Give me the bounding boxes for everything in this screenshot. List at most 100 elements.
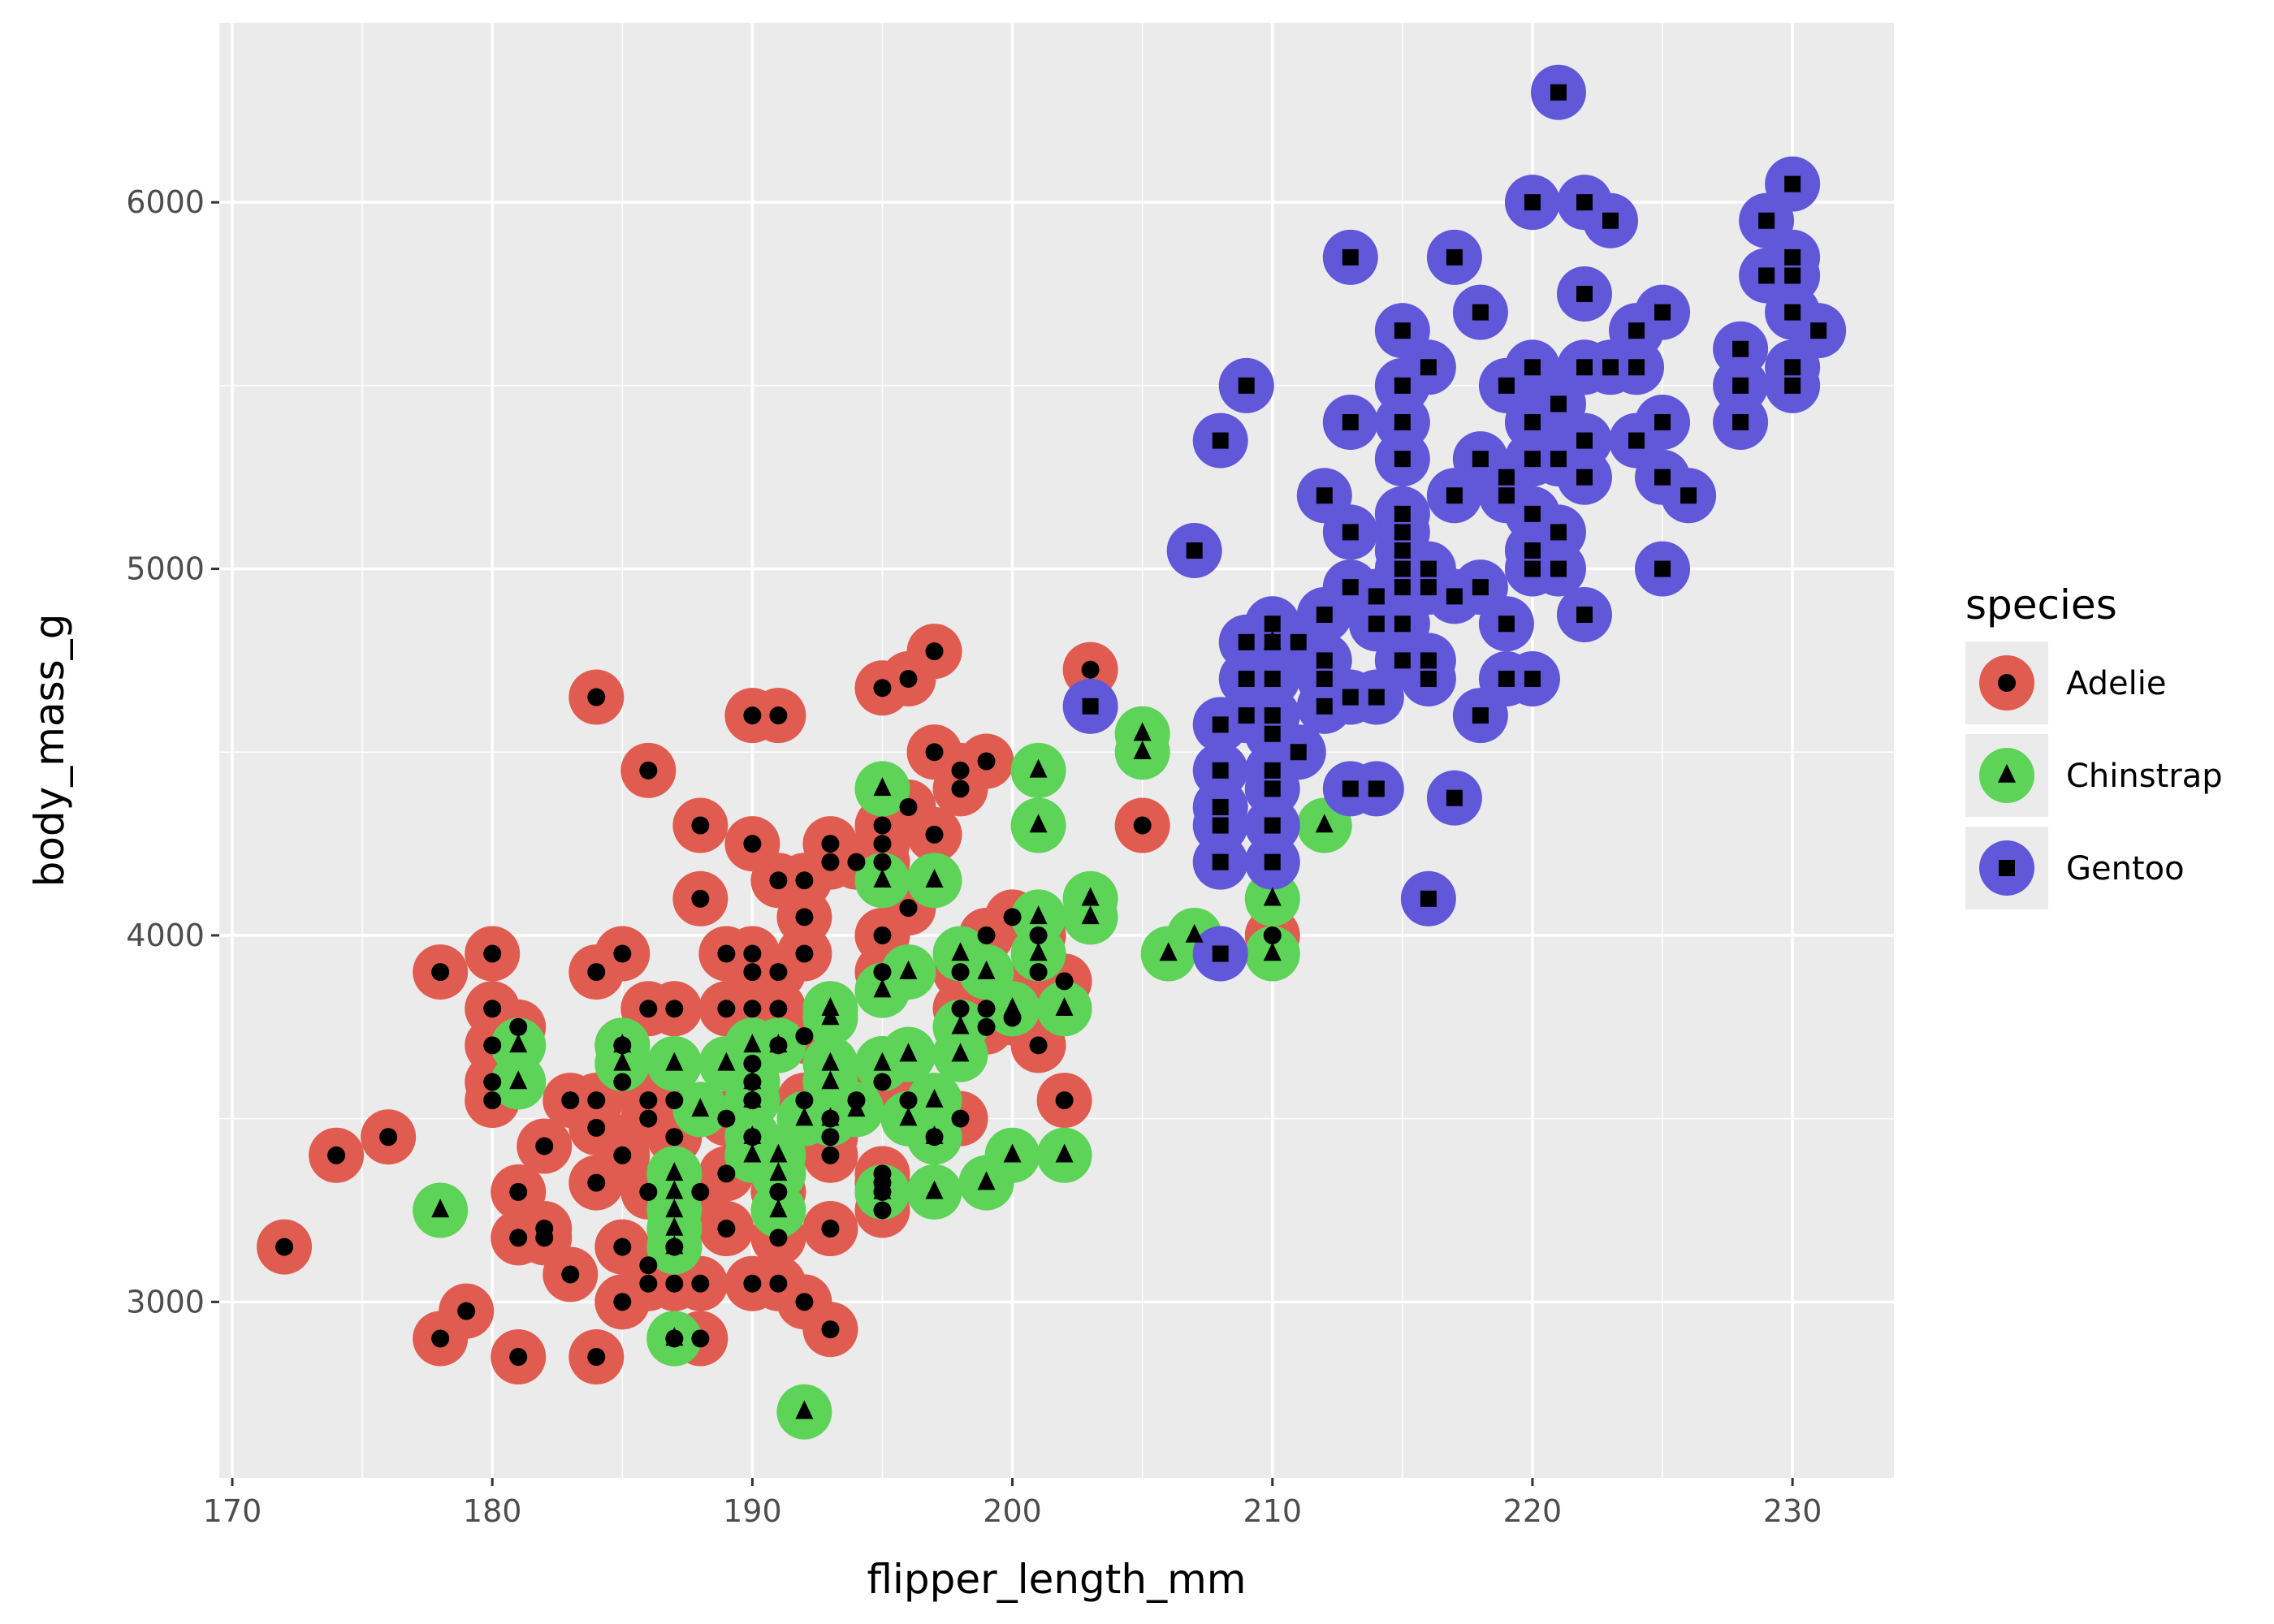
data-points	[257, 64, 1847, 1440]
point-marker-adelie	[951, 1000, 970, 1018]
point-marker-adelie	[1003, 908, 1022, 926]
point-marker-chinstrap	[743, 1143, 762, 1163]
point-marker-adelie	[977, 1017, 996, 1036]
point-marker-gentoo	[1238, 707, 1255, 724]
point-marker-chinstrap	[665, 1052, 684, 1071]
point-marker-gentoo	[1394, 652, 1411, 669]
point-marker-gentoo	[1524, 451, 1541, 468]
point-marker-adelie	[873, 963, 892, 982]
point-marker-gentoo	[1524, 670, 1541, 687]
point-marker-chinstrap	[1263, 942, 1282, 961]
point-marker-adelie	[561, 1091, 580, 1110]
point-marker-adelie	[795, 1091, 814, 1110]
point-marker-adelie	[769, 1000, 788, 1018]
point-marker-adelie	[717, 1164, 736, 1183]
point-marker-gentoo	[1810, 322, 1827, 339]
x-axis-title: flipper_length_mm	[867, 1556, 1247, 1603]
point-marker-adelie	[925, 825, 944, 844]
point-marker-adelie	[873, 926, 892, 944]
point-marker-gentoo	[1654, 560, 1671, 577]
point-marker-adelie	[847, 853, 866, 871]
point-marker-gentoo	[1290, 744, 1307, 761]
point-marker-chinstrap	[1081, 905, 1100, 925]
point-marker-adelie	[951, 780, 970, 798]
point-marker-adelie	[1081, 660, 1100, 679]
point-marker-adelie	[1029, 963, 1048, 982]
point-marker-adelie	[743, 963, 762, 982]
point-marker-gentoo	[1498, 469, 1515, 486]
point-marker-gentoo	[1498, 670, 1515, 687]
point-marker-chinstrap	[951, 1043, 970, 1062]
point-marker-gentoo	[1550, 84, 1567, 101]
point-marker-adelie	[951, 963, 970, 982]
point-marker-adelie	[795, 944, 814, 963]
point-marker-adelie	[613, 944, 632, 963]
point-marker-gentoo	[1394, 579, 1411, 596]
point-marker-gentoo	[1758, 267, 1775, 284]
point-marker-adelie	[873, 835, 892, 853]
legend: species Adelie Chinstrap Gentoo	[1965, 581, 2223, 909]
point-marker-gentoo	[1602, 212, 1619, 229]
point-marker-adelie	[795, 1027, 814, 1046]
point-marker-chinstrap	[665, 1216, 684, 1236]
point-marker-adelie	[821, 1128, 840, 1147]
point-marker-adelie	[821, 1320, 840, 1339]
point-marker-gentoo	[1524, 505, 1541, 522]
point-marker-gentoo	[1368, 780, 1385, 797]
point-marker-adelie	[535, 1220, 554, 1238]
point-marker-chinstrap	[769, 1162, 788, 1181]
point-marker-chinstrap	[1029, 758, 1048, 778]
point-marker-adelie	[587, 1091, 606, 1110]
point-marker-adelie	[613, 1293, 632, 1311]
point-marker-gentoo	[1342, 689, 1359, 706]
point-marker-adelie	[483, 1000, 502, 1018]
point-marker-adelie	[483, 944, 502, 963]
point-marker-gentoo	[1290, 633, 1307, 650]
point-marker-gentoo	[1680, 487, 1697, 504]
point-marker-gentoo	[1394, 560, 1411, 577]
point-marker-gentoo	[1420, 670, 1437, 687]
point-marker-chinstrap	[873, 868, 892, 888]
point-marker-adelie	[691, 1182, 710, 1201]
point-marker-adelie	[1029, 926, 1048, 944]
legend-label-chinstrap: Chinstrap	[2066, 758, 2223, 795]
point-marker-gentoo	[1316, 606, 1333, 623]
x-axis-ticks: 170 180 190 200 210 220 230	[203, 1478, 1822, 1529]
x-tick-label: 220	[1503, 1493, 1563, 1529]
point-marker-gentoo	[1784, 359, 1801, 376]
point-marker-gentoo	[1654, 469, 1671, 486]
legend-marker-gentoo	[1999, 860, 2015, 876]
legend-label-adelie: Adelie	[2066, 665, 2167, 702]
point-marker-gentoo	[1394, 505, 1411, 522]
point-marker-gentoo	[1264, 633, 1281, 650]
point-marker-adelie	[509, 1348, 528, 1367]
point-marker-adelie	[743, 1054, 762, 1073]
point-marker-chinstrap	[769, 1143, 788, 1163]
point-marker-chinstrap	[925, 1088, 944, 1108]
point-marker-chinstrap	[691, 1098, 710, 1117]
point-marker-adelie	[535, 1137, 554, 1155]
point-marker-adelie	[743, 1274, 762, 1293]
point-marker-gentoo	[1550, 395, 1567, 412]
point-marker-adelie	[691, 889, 710, 908]
point-marker-adelie	[821, 835, 840, 853]
point-marker-gentoo	[1264, 762, 1281, 779]
point-marker-gentoo	[1368, 689, 1385, 706]
point-marker-gentoo	[1342, 780, 1359, 797]
point-marker-adelie	[509, 1182, 528, 1201]
point-marker-chinstrap	[873, 978, 892, 998]
point-marker-adelie	[795, 908, 814, 926]
point-marker-adelie	[1263, 926, 1282, 944]
point-marker-gentoo	[1784, 267, 1801, 284]
point-marker-adelie	[743, 1000, 762, 1018]
point-marker-adelie	[639, 1109, 658, 1128]
point-marker-chinstrap	[1029, 905, 1048, 925]
point-marker-adelie	[639, 761, 658, 780]
point-marker-chinstrap	[899, 1043, 918, 1062]
point-marker-chinstrap	[977, 1171, 996, 1190]
point-marker-gentoo	[1212, 817, 1229, 834]
point-marker-chinstrap	[613, 1034, 632, 1053]
point-marker-chinstrap	[1133, 740, 1152, 759]
point-marker-chinstrap	[665, 1199, 684, 1218]
minor-grid	[219, 23, 1894, 1478]
